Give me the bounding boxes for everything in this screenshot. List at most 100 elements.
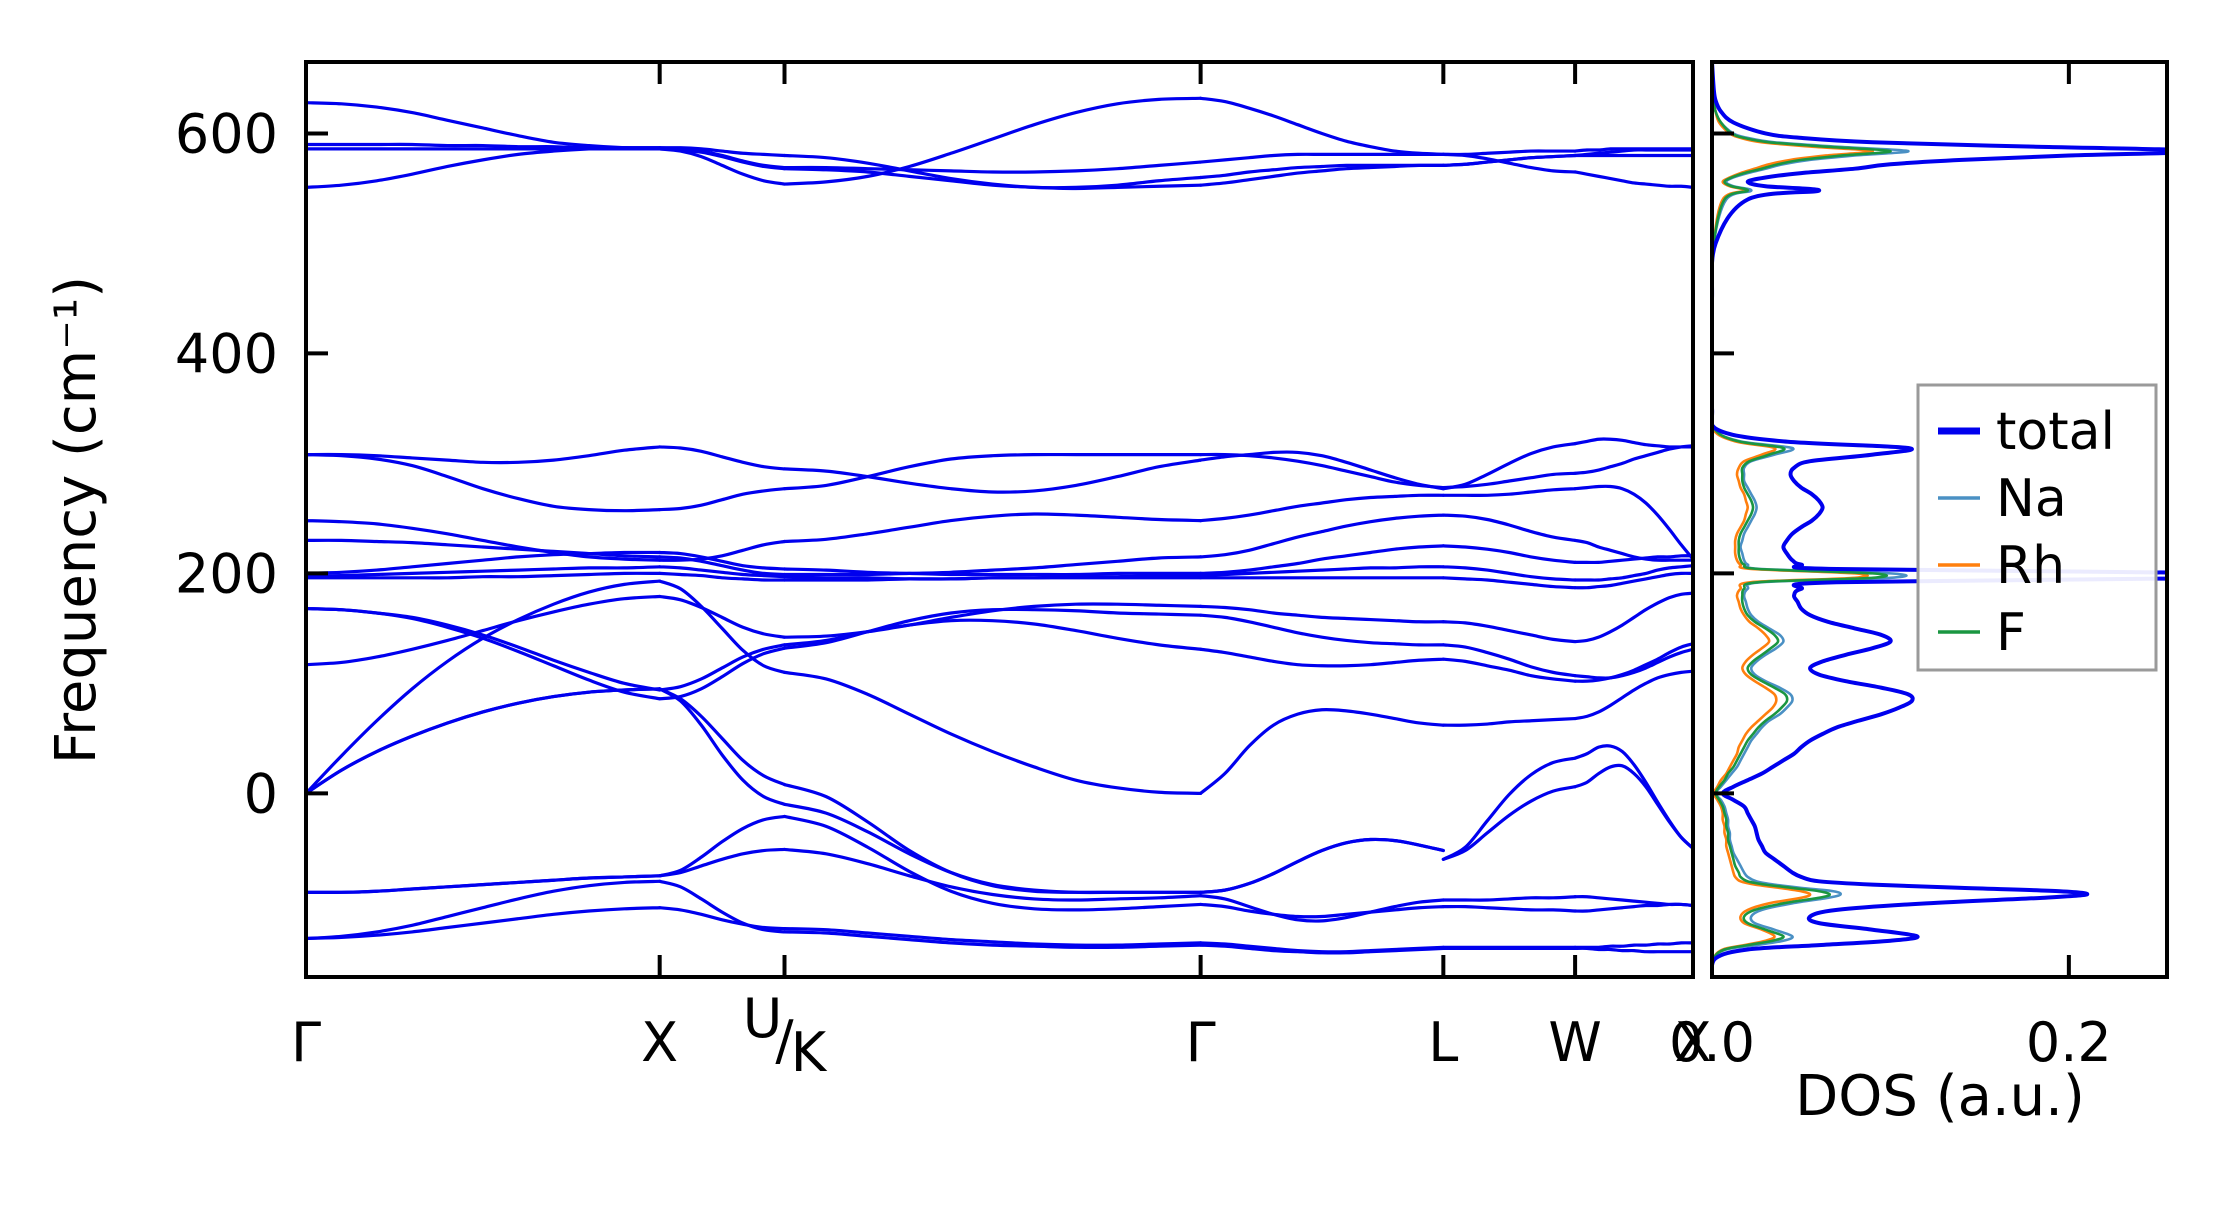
band-curve bbox=[306, 445, 662, 465]
band-curve bbox=[782, 96, 1203, 186]
band-curve bbox=[1573, 642, 1693, 683]
band-curve bbox=[1573, 647, 1693, 680]
band-curves bbox=[306, 96, 1693, 955]
band-curve bbox=[306, 453, 662, 513]
band-curve bbox=[782, 512, 1203, 544]
k-label: W bbox=[1548, 1011, 1601, 1074]
band-curve bbox=[658, 445, 787, 471]
dos-curve-rh bbox=[1712, 62, 1874, 977]
svg-text:U: U bbox=[743, 987, 783, 1050]
band-curve bbox=[1199, 513, 1445, 559]
dos-curves bbox=[1712, 62, 2167, 977]
k-path-labels: Γ X U/K Γ L W X bbox=[291, 987, 1712, 1084]
legend[interactable]: total Na Rh F bbox=[1916, 383, 2158, 672]
band-curve bbox=[658, 594, 787, 639]
band-curve bbox=[1441, 657, 1577, 683]
band-curve bbox=[782, 452, 1203, 491]
band-curve bbox=[1573, 538, 1693, 562]
band-curve bbox=[658, 879, 787, 934]
band-curve bbox=[1199, 96, 1445, 156]
band-curve bbox=[1199, 837, 1445, 894]
band-curve bbox=[1573, 669, 1693, 721]
band-curve bbox=[306, 906, 662, 941]
band-curve bbox=[306, 146, 662, 189]
band-curve bbox=[306, 571, 662, 580]
band-curve bbox=[1199, 544, 1445, 575]
band-curve bbox=[1441, 576, 1577, 590]
band-curve bbox=[306, 879, 662, 941]
band-curve bbox=[1573, 437, 1693, 449]
band-curve bbox=[782, 927, 1203, 947]
band-curve bbox=[1573, 554, 1693, 565]
band-curve bbox=[306, 874, 662, 894]
band-curve bbox=[1199, 604, 1445, 624]
k-label: Γ bbox=[1186, 1011, 1216, 1074]
band-curve bbox=[658, 579, 787, 674]
legend-label-total: total bbox=[1996, 402, 2115, 462]
band-curve bbox=[1199, 707, 1445, 795]
band-curve bbox=[1573, 170, 1693, 189]
band-curve bbox=[306, 687, 662, 795]
band-curve bbox=[658, 687, 787, 806]
band-curve bbox=[1441, 487, 1577, 497]
band-curve bbox=[1441, 716, 1577, 727]
band-curve bbox=[1573, 941, 1693, 949]
band-curve bbox=[1441, 565, 1577, 582]
band-curve bbox=[306, 101, 662, 151]
y-axis-title: Frequency (cm⁻¹) bbox=[44, 276, 109, 764]
band-curve bbox=[1441, 643, 1577, 678]
dos-panel: 0.0 0.2 DOS (a.u.) bbox=[1669, 60, 2169, 1129]
band-curve bbox=[782, 160, 1203, 174]
band-plot-border bbox=[304, 60, 1695, 979]
band-curve bbox=[1441, 904, 1577, 913]
y-tick-label: 400 bbox=[175, 322, 278, 385]
band-curve bbox=[658, 643, 787, 692]
band-curve bbox=[1199, 565, 1445, 578]
band-curve bbox=[658, 487, 787, 512]
band-curve bbox=[1573, 571, 1693, 590]
band-curve bbox=[1573, 902, 1693, 913]
band-curve bbox=[658, 539, 787, 562]
band-curve bbox=[658, 814, 787, 878]
band-curve bbox=[306, 594, 662, 667]
band-curve bbox=[658, 687, 787, 787]
band-curve bbox=[658, 906, 787, 931]
band-curve bbox=[658, 550, 787, 571]
y-tick-labels: 600 400 200 0 bbox=[175, 102, 278, 825]
band-panel: 600 400 200 0 Γ X U/K Γ L W X Frequency (cm⁻¹) bbox=[44, 60, 1712, 1084]
dos-curve-total bbox=[1712, 62, 2167, 977]
band-curve bbox=[1199, 943, 1445, 955]
band-curve bbox=[782, 555, 1203, 577]
band-curve bbox=[1573, 444, 1693, 475]
band-curve bbox=[1441, 785, 1577, 861]
legend-label-na: Na bbox=[1996, 469, 2067, 529]
dos-plot-border bbox=[1710, 60, 2169, 979]
band-curve bbox=[1199, 894, 1445, 923]
band-curve bbox=[306, 538, 662, 559]
band-curve bbox=[782, 458, 1203, 494]
band-curve bbox=[1441, 471, 1577, 490]
band-curve bbox=[782, 782, 1203, 894]
band-curve bbox=[658, 565, 787, 579]
k-label-junction: U/K bbox=[743, 987, 828, 1084]
k-label: L bbox=[1428, 1011, 1458, 1074]
band-curve bbox=[782, 567, 1203, 577]
k-label: Γ bbox=[291, 1011, 321, 1074]
band-curve bbox=[782, 847, 1203, 902]
dos-tick-labels: 0.0 0.2 bbox=[1669, 1011, 2112, 1074]
band-curve bbox=[1441, 895, 1577, 902]
band-curve bbox=[306, 606, 662, 701]
band-curve bbox=[1573, 591, 1693, 644]
band-curve bbox=[658, 146, 787, 170]
band-curve bbox=[658, 147, 787, 186]
dos-tick-label: 0.2 bbox=[2026, 1011, 2112, 1074]
band-curve bbox=[306, 687, 662, 795]
band-curve bbox=[1199, 837, 1445, 894]
band-curve bbox=[1441, 442, 1577, 491]
band-curve bbox=[782, 814, 1203, 912]
legend-label-f: F bbox=[1996, 603, 2026, 663]
band-curve bbox=[1441, 756, 1577, 861]
band-curve bbox=[782, 930, 1203, 950]
band-curve bbox=[1199, 452, 1445, 490]
